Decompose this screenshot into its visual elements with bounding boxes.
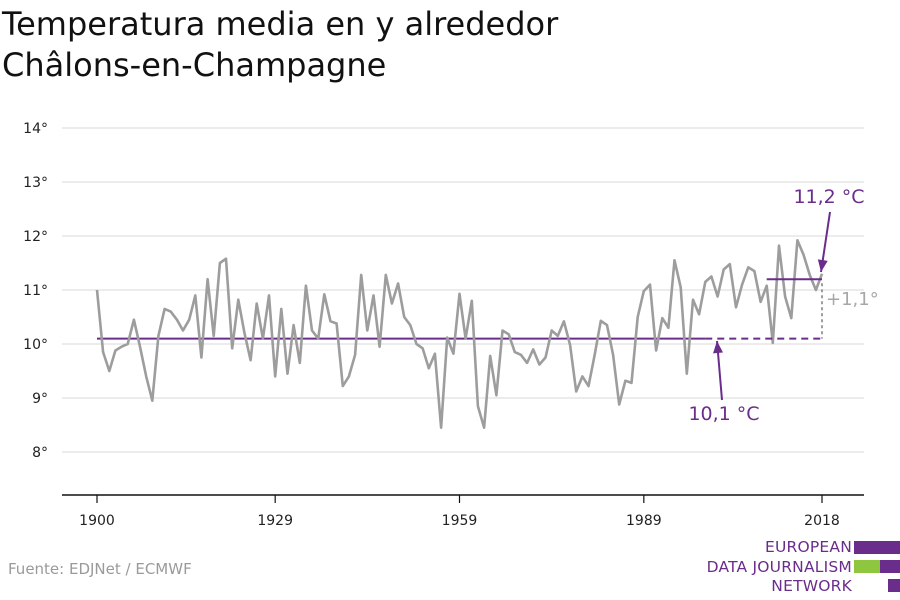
baseline-label-arrow-head	[713, 341, 723, 354]
recent-label-arrow-head	[817, 259, 828, 272]
y-tick-label: 14°	[23, 121, 48, 137]
temperature-series-line	[95, 239, 824, 430]
difference-label: +1,1°	[826, 289, 879, 310]
y-axis: 8° 9° 10° 11° 12° 13° 14°	[23, 121, 48, 461]
x-tick-label: 1989	[626, 513, 662, 529]
logo-bar-bottom	[854, 579, 900, 592]
recent-mean-label: 11,2 °C	[793, 186, 864, 208]
y-tick-label: 9°	[32, 391, 48, 407]
gridlines	[62, 127, 864, 453]
y-tick-label: 13°	[23, 175, 48, 191]
logo-line2: DATA JOURNALISM	[706, 557, 852, 576]
source-note: Fuente: EDJNet / ECMWF	[8, 560, 192, 578]
logo-bar-gap	[854, 579, 888, 592]
y-tick-label: 11°	[23, 283, 48, 299]
chart-title-line2: Châlons-en-Champagne	[2, 46, 387, 84]
plot-area	[95, 239, 824, 430]
y-tick-label: 12°	[23, 229, 48, 245]
x-tick-label: 2018	[804, 513, 840, 529]
x-axis: 1900 1929 1959 1989 2018	[62, 494, 864, 529]
chart-title-line1: Temperatura media en y alrededor	[2, 5, 559, 43]
baseline-mean-label: 10,1 °C	[688, 403, 759, 425]
logo-bar-top	[854, 541, 900, 554]
logo-bar-middle	[854, 560, 900, 573]
x-tick-label: 1959	[442, 513, 478, 529]
x-tick-label: 1929	[257, 513, 293, 529]
y-tick-label: 8°	[32, 445, 48, 461]
logo-line1: EUROPEAN	[764, 538, 852, 556]
logo-bar-accent	[854, 560, 880, 573]
x-tick-label: 1900	[79, 513, 115, 529]
edjnet-logo: EUROPEAN DATA JOURNALISM NETWORK	[700, 538, 900, 598]
y-tick-label: 10°	[23, 337, 48, 353]
chart-title: Temperatura media en y alrededor Châlons…	[2, 4, 558, 86]
annotations: 11,2 °C 10,1 °C +1,1°	[688, 186, 878, 425]
logo-line3: NETWORK	[771, 577, 852, 595]
